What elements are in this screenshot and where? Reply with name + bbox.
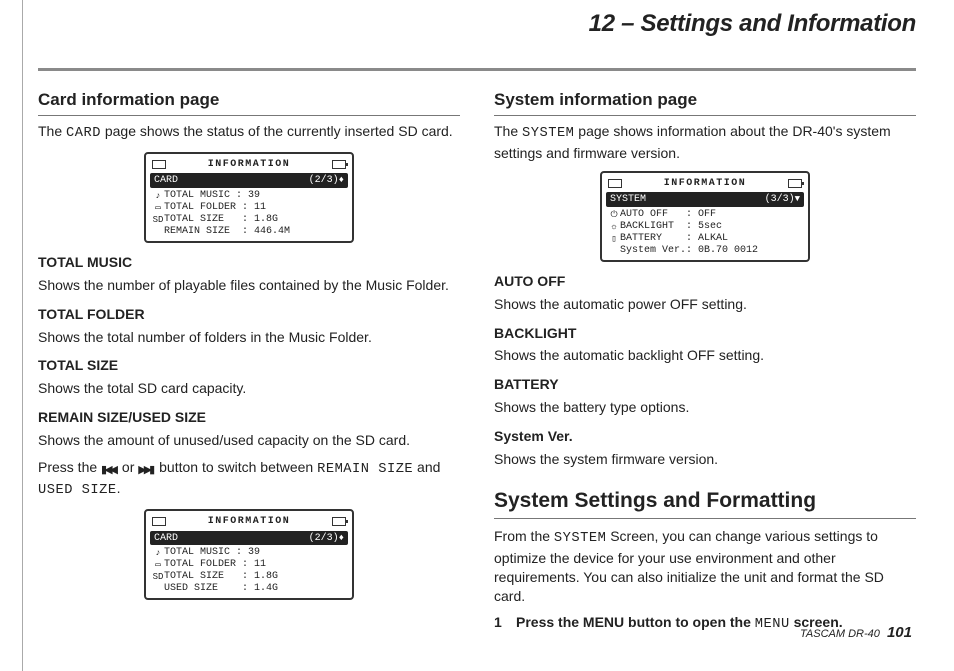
term-desc: Shows the automatic backlight OFF settin… <box>494 346 916 365</box>
lcd-screenshot-card-used: INFORMATION CARD (2/3)♦ ♪TOTAL MUSIC : 3… <box>144 509 354 600</box>
column-left: Card information page The CARD page show… <box>38 85 460 635</box>
press-instruction: Press the or button to switch between RE… <box>38 458 460 501</box>
chapter-title: 12 – Settings and Information <box>38 0 916 46</box>
heading-card-info: Card information page <box>38 89 460 116</box>
updown-icon: ♦ <box>339 175 344 185</box>
lcd-screenshot-card-remain: INFORMATION CARD (2/3)♦ ♪TOTAL MUSIC : 3… <box>144 152 354 243</box>
lcd-word-used-size: USED SIZE <box>38 483 117 498</box>
term-battery: BATTERY <box>494 375 916 394</box>
battery-icon <box>788 179 802 188</box>
rewind-icon <box>101 463 115 478</box>
lcd-screenshot-system: INFORMATION SYSTEM (3/3)▼ ⏻AUTO OFF : OF… <box>600 171 810 262</box>
product-name: TASCAM DR-40 <box>800 628 880 640</box>
light-icon: ☼ <box>608 221 620 233</box>
header-rule <box>38 68 916 71</box>
column-right: System information page The SYSTEM page … <box>494 85 916 635</box>
step-number: 1 <box>494 613 506 635</box>
heading-system-info: System information page <box>494 89 916 116</box>
battery-icon <box>332 517 346 526</box>
lcd-tab: SYSTEM (3/3)▼ <box>606 192 804 207</box>
rec-status-icon <box>608 179 622 188</box>
lcd-word-remain-size: REMAIN SIZE <box>317 462 413 477</box>
term-remain-used: REMAIN SIZE/USED SIZE <box>38 408 460 427</box>
folder-icon: ▭ <box>152 559 164 571</box>
binding-margin <box>22 0 23 671</box>
page-number: 101 <box>887 624 912 641</box>
heading-system-settings: System Settings and Formatting <box>494 487 916 519</box>
lcd-title: INFORMATION <box>622 177 788 191</box>
term-desc: Shows the number of playable files conta… <box>38 276 460 295</box>
lcd-tab: CARD (2/3)♦ <box>150 173 348 188</box>
rec-status-icon <box>152 160 166 169</box>
folder-icon: ▭ <box>152 202 164 214</box>
term-total-size: TOTAL SIZE <box>38 356 460 375</box>
battery-icon <box>332 160 346 169</box>
down-icon: ▼ <box>795 194 800 204</box>
term-desc: Shows the total number of folders in the… <box>38 328 460 347</box>
lcd-title: INFORMATION <box>166 158 332 172</box>
lcd-title: INFORMATION <box>166 515 332 529</box>
term-desc: Shows the total SD card capacity. <box>38 379 460 398</box>
batt-icon: ▯ <box>608 233 620 245</box>
power-icon: ⏻ <box>608 209 620 221</box>
term-desc: Shows the battery type options. <box>494 398 916 417</box>
rec-status-icon <box>152 517 166 526</box>
term-auto-off: AUTO OFF <box>494 272 916 291</box>
forward-icon <box>138 463 152 478</box>
sd-icon: SD <box>152 571 164 583</box>
term-system-ver: System Ver. <box>494 427 916 446</box>
lcd-row: SDTOTAL SIZE : 1.8G <box>150 571 348 583</box>
term-desc: Shows the automatic power OFF setting. <box>494 295 916 314</box>
term-total-music: TOTAL MUSIC <box>38 253 460 272</box>
term-total-folder: TOTAL FOLDER <box>38 305 460 324</box>
page-footer: TASCAM DR-40 101 <box>800 623 912 643</box>
updown-icon: ♦ <box>339 533 344 543</box>
lcd-row: ☼BACKLIGHT : 5sec <box>606 221 804 233</box>
lcd-row: ⏻AUTO OFF : OFF <box>606 209 804 221</box>
music-note-icon: ♪ <box>152 547 164 559</box>
lcd-row: ▭TOTAL FOLDER : 11 <box>150 559 348 571</box>
system-settings-para: From the SYSTEM Screen, you can change v… <box>494 527 916 605</box>
sd-icon: SD <box>152 214 164 226</box>
lcd-row: ▯BATTERY : ALKAL <box>606 233 804 245</box>
lcd-word-system: SYSTEM <box>522 126 574 141</box>
lcd-row: USED SIZE : 1.4G <box>150 583 348 595</box>
lcd-row: ♪TOTAL MUSIC : 39 <box>150 190 348 202</box>
lcd-row: REMAIN SIZE : 446.4M <box>150 226 348 238</box>
lcd-word-menu: MENU <box>755 617 790 632</box>
term-backlight: BACKLIGHT <box>494 324 916 343</box>
lcd-row: SDTOTAL SIZE : 1.8G <box>150 214 348 226</box>
term-desc: Shows the system firmware version. <box>494 450 916 469</box>
system-intro: The SYSTEM page shows information about … <box>494 122 916 162</box>
lcd-row: System Ver.: 0B.70 0012 <box>606 245 804 257</box>
term-desc: Shows the amount of unused/used capacity… <box>38 431 460 450</box>
music-note-icon: ♪ <box>152 190 164 202</box>
lcd-row: ▭TOTAL FOLDER : 11 <box>150 202 348 214</box>
lcd-tab: CARD (2/3)♦ <box>150 531 348 546</box>
lcd-word-card: CARD <box>66 126 101 141</box>
lcd-row: ♪TOTAL MUSIC : 39 <box>150 547 348 559</box>
lcd-word-system: SYSTEM <box>554 531 606 546</box>
card-intro: The CARD page shows the status of the cu… <box>38 122 460 144</box>
